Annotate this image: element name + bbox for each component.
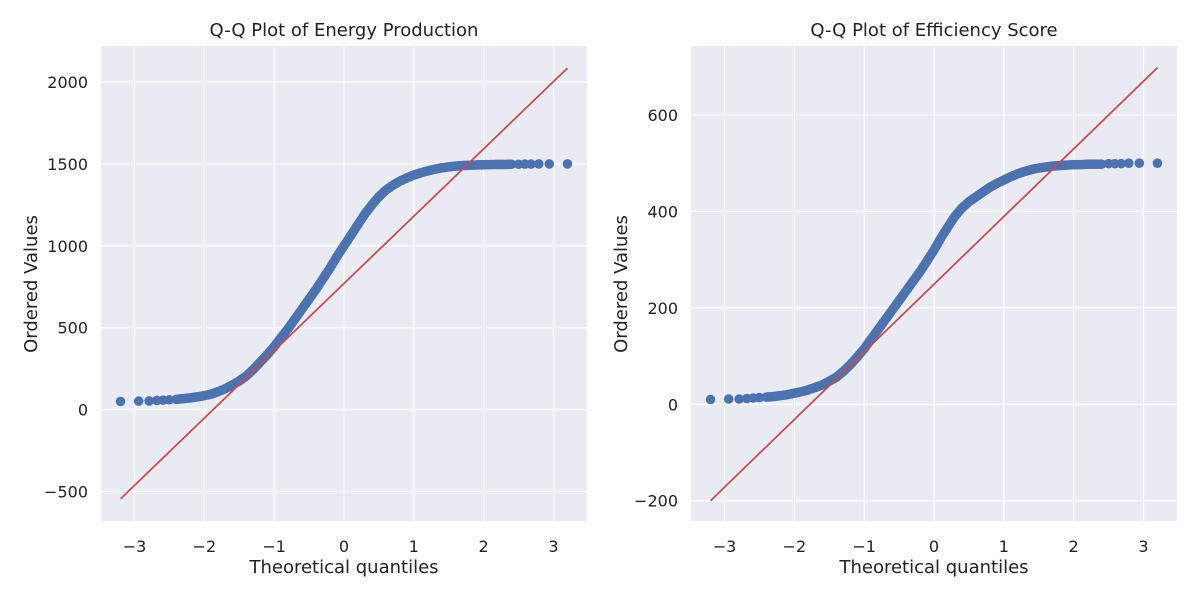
x-tick-label: 3 [548, 537, 558, 556]
x-tick-label: 0 [339, 537, 349, 556]
x-tick-label: 2 [479, 537, 489, 556]
qq-point [562, 159, 573, 169]
x-tick-label: −1 [262, 537, 286, 556]
x-tick-label: 2 [1069, 537, 1079, 556]
chart-title-efficiency: Q-Q Plot of Efficiency Score [810, 20, 1057, 41]
x-tick-label: 1 [999, 537, 1009, 556]
qq-point [734, 394, 744, 404]
reference-line-energy-group [119, 67, 569, 500]
qq-point [1095, 159, 1105, 169]
y-tick-label: 0 [78, 401, 88, 420]
points-efficiency [705, 158, 1163, 405]
x-tick-label: −2 [783, 537, 807, 556]
y-tick-label: 2000 [47, 73, 88, 92]
qq-point [526, 159, 536, 169]
x-axis-label-efficiency: Theoretical quantiles [838, 557, 1028, 578]
y-tick-labels-efficiency: −200 0 200 400 600 [634, 106, 678, 511]
x-tick-label: −3 [123, 537, 147, 556]
y-tick-label: 600 [647, 106, 678, 125]
x-tick-labels-efficiency: −3 −2 −1 0 1 2 3 [713, 537, 1149, 556]
chart-panel-efficiency: −3 −2 −1 0 1 2 3 −200 0 200 400 600 Q-Q Plot of Ef… [611, 20, 1177, 578]
x-tick-labels-energy: −3 −2 −1 0 1 2 3 [123, 537, 559, 556]
y-tick-label: 0 [668, 395, 678, 414]
y-tick-label: 1500 [47, 155, 88, 174]
qq-point [544, 159, 555, 169]
y-tick-label: 500 [57, 319, 88, 338]
qq-point [1124, 158, 1134, 168]
qq-point [723, 394, 734, 404]
y-tick-labels-energy: −500 0 500 1000 1500 2000 [44, 73, 88, 501]
qq-point [705, 394, 716, 405]
x-tick-label: −3 [713, 537, 737, 556]
y-tick-label: 1000 [47, 237, 88, 256]
qq-point [1116, 158, 1126, 169]
reference-line [709, 67, 1159, 502]
y-tick-label: 200 [647, 299, 678, 318]
reference-line-efficiency-group [709, 67, 1159, 502]
qq-point [144, 396, 154, 406]
points-energy [115, 159, 573, 407]
y-tick-label: −500 [44, 483, 88, 502]
qq-point [164, 394, 175, 405]
y-axis-label-energy: Ordered Values [21, 215, 42, 353]
x-tick-label: 0 [929, 537, 939, 556]
qq-point [754, 392, 765, 403]
reference-line [119, 67, 569, 500]
qq-point [115, 396, 126, 407]
x-tick-label: −2 [193, 537, 217, 556]
qq-point [534, 159, 544, 169]
x-axis-label-energy: Theoretical quantiles [248, 557, 438, 578]
y-axis-label-efficiency: Ordered Values [611, 215, 632, 353]
chart-title-energy: Q-Q Plot of Energy Production [210, 20, 479, 41]
qq-point [505, 159, 515, 170]
qq-point [1152, 158, 1163, 168]
y-tick-label: 400 [647, 202, 678, 221]
chart-panel-energy: −3 −2 −1 0 1 2 3 −500 0 500 1000 1500 2000 Q-Q Plot… [21, 20, 587, 578]
x-tick-label: 1 [409, 537, 419, 556]
qq-point [1134, 158, 1145, 168]
x-tick-label: −1 [852, 537, 876, 556]
x-tick-label: 3 [1138, 537, 1148, 556]
y-tick-label: −200 [634, 492, 678, 511]
qq-point [133, 396, 144, 406]
